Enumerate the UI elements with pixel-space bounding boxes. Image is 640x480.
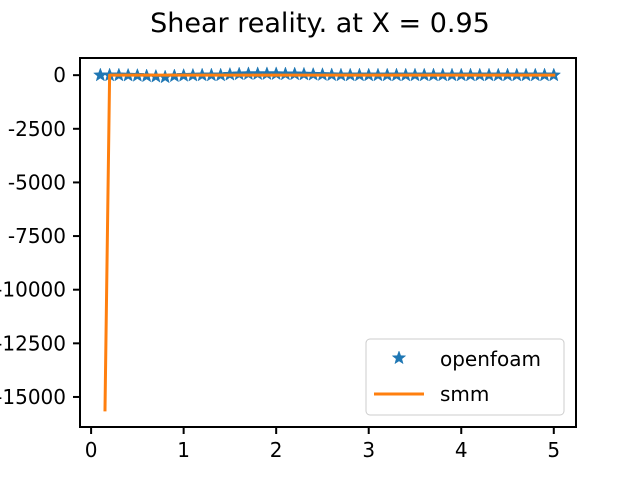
legend-star-icon	[391, 350, 407, 365]
y-tick-label: 0	[53, 63, 66, 87]
x-axis: 0 1 2 3 4 5	[85, 427, 560, 462]
x-tick-label: 3	[362, 438, 375, 462]
plot-area	[93, 66, 562, 412]
x-tick-label: 4	[455, 438, 468, 462]
legend-openfoam-marker	[391, 350, 407, 365]
legend-smm-label: smm	[440, 382, 489, 406]
series-smm-line	[103, 73, 556, 412]
y-axis: 0 -2500 -5000 -7500 -10000 -12500 -15000	[0, 63, 80, 409]
y-tick-label: -15000	[0, 385, 66, 409]
y-tick-label: -7500	[8, 224, 66, 248]
y-tick-label: -2500	[8, 117, 66, 141]
y-tick-label: -12500	[0, 331, 66, 355]
plot-frame	[79, 57, 577, 428]
y-tick-label: -5000	[8, 170, 66, 194]
legend-openfoam-label: openfoam	[440, 347, 541, 371]
y-tick-label: -10000	[0, 278, 66, 302]
legend: openfoam smm	[365, 338, 565, 416]
legend-frame	[365, 338, 565, 416]
chart-title: Shear reality. at X = 0.95	[150, 8, 490, 39]
x-tick-label: 5	[547, 438, 560, 462]
x-tick-label: 0	[85, 438, 98, 462]
x-tick-label: 2	[270, 438, 283, 462]
x-tick-label: 1	[177, 438, 190, 462]
series-layer	[93, 66, 562, 412]
